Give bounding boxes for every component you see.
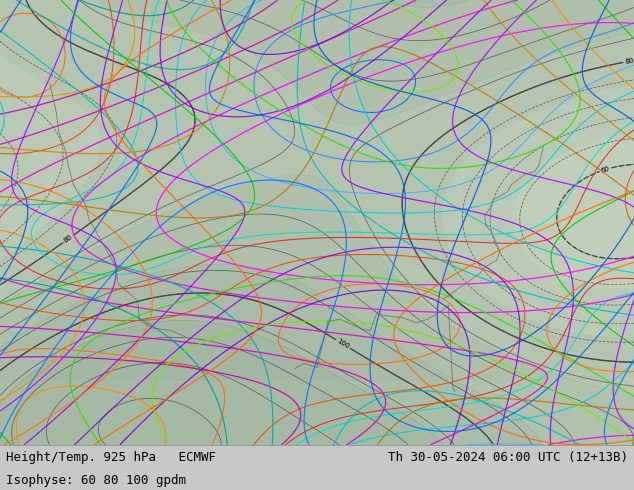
Text: 60: 60 (600, 165, 611, 174)
Text: 80: 80 (63, 234, 74, 244)
Text: 100: 100 (336, 338, 351, 350)
Text: 100: 100 (336, 338, 351, 350)
Text: Height/Temp. 925 hPa   ECMWF: Height/Temp. 925 hPa ECMWF (6, 451, 216, 464)
Text: Isophyse: 60 80 100 gpdm: Isophyse: 60 80 100 gpdm (6, 473, 186, 487)
Text: 80: 80 (624, 57, 634, 65)
Text: 80: 80 (63, 234, 74, 244)
Text: 60: 60 (600, 165, 611, 174)
Text: Th 30-05-2024 06:00 UTC (12+13B): Th 30-05-2024 06:00 UTC (12+13B) (387, 451, 628, 464)
Text: 80: 80 (624, 57, 634, 65)
Bar (0, 381, 634, 445)
